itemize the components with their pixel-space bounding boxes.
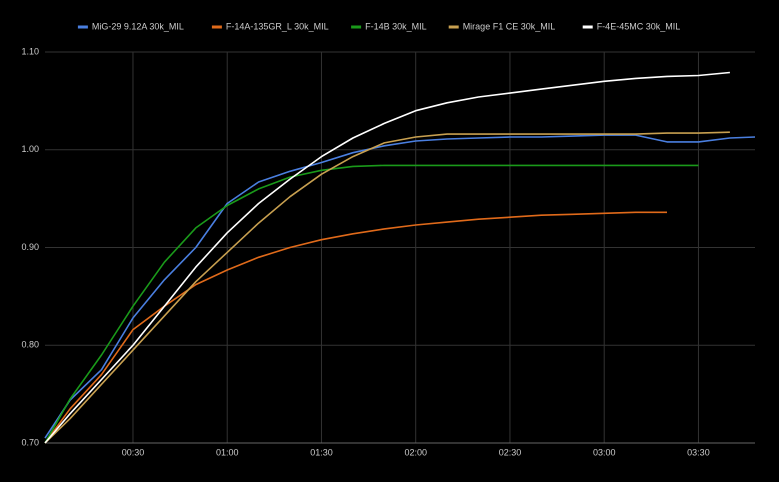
series-line	[44, 164, 699, 444]
x-tick-label: 03:30	[687, 447, 710, 457]
y-tick-label: 1.10	[21, 46, 39, 56]
x-tick-label: 03:00	[593, 447, 616, 457]
x-tick-label: 01:00	[216, 447, 239, 457]
series-line	[44, 134, 756, 439]
series-line	[44, 131, 730, 444]
x-tick-label: 01:30	[310, 447, 333, 457]
series-line	[44, 211, 667, 444]
legend-label: Mirage F1 CE 30k_MIL	[463, 21, 556, 31]
legend-label: MiG-29 9.12A 30k_MIL	[92, 21, 184, 31]
legend-label: F-4E-45MC 30k_MIL	[597, 21, 681, 31]
y-tick-label: 0.90	[21, 242, 39, 252]
series-line	[44, 71, 730, 444]
y-tick-label: 0.80	[21, 340, 39, 350]
y-tick-label: 1.00	[21, 144, 39, 154]
y-tick-label: 0.70	[21, 437, 39, 447]
x-tick-label: 00:30	[122, 447, 145, 457]
x-tick-label: 02:00	[404, 447, 427, 457]
legend-label: F-14B 30k_MIL	[365, 21, 427, 31]
legend-label: F-14A-135GR_L 30k_MIL	[226, 21, 329, 31]
x-tick-label: 02:30	[499, 447, 522, 457]
